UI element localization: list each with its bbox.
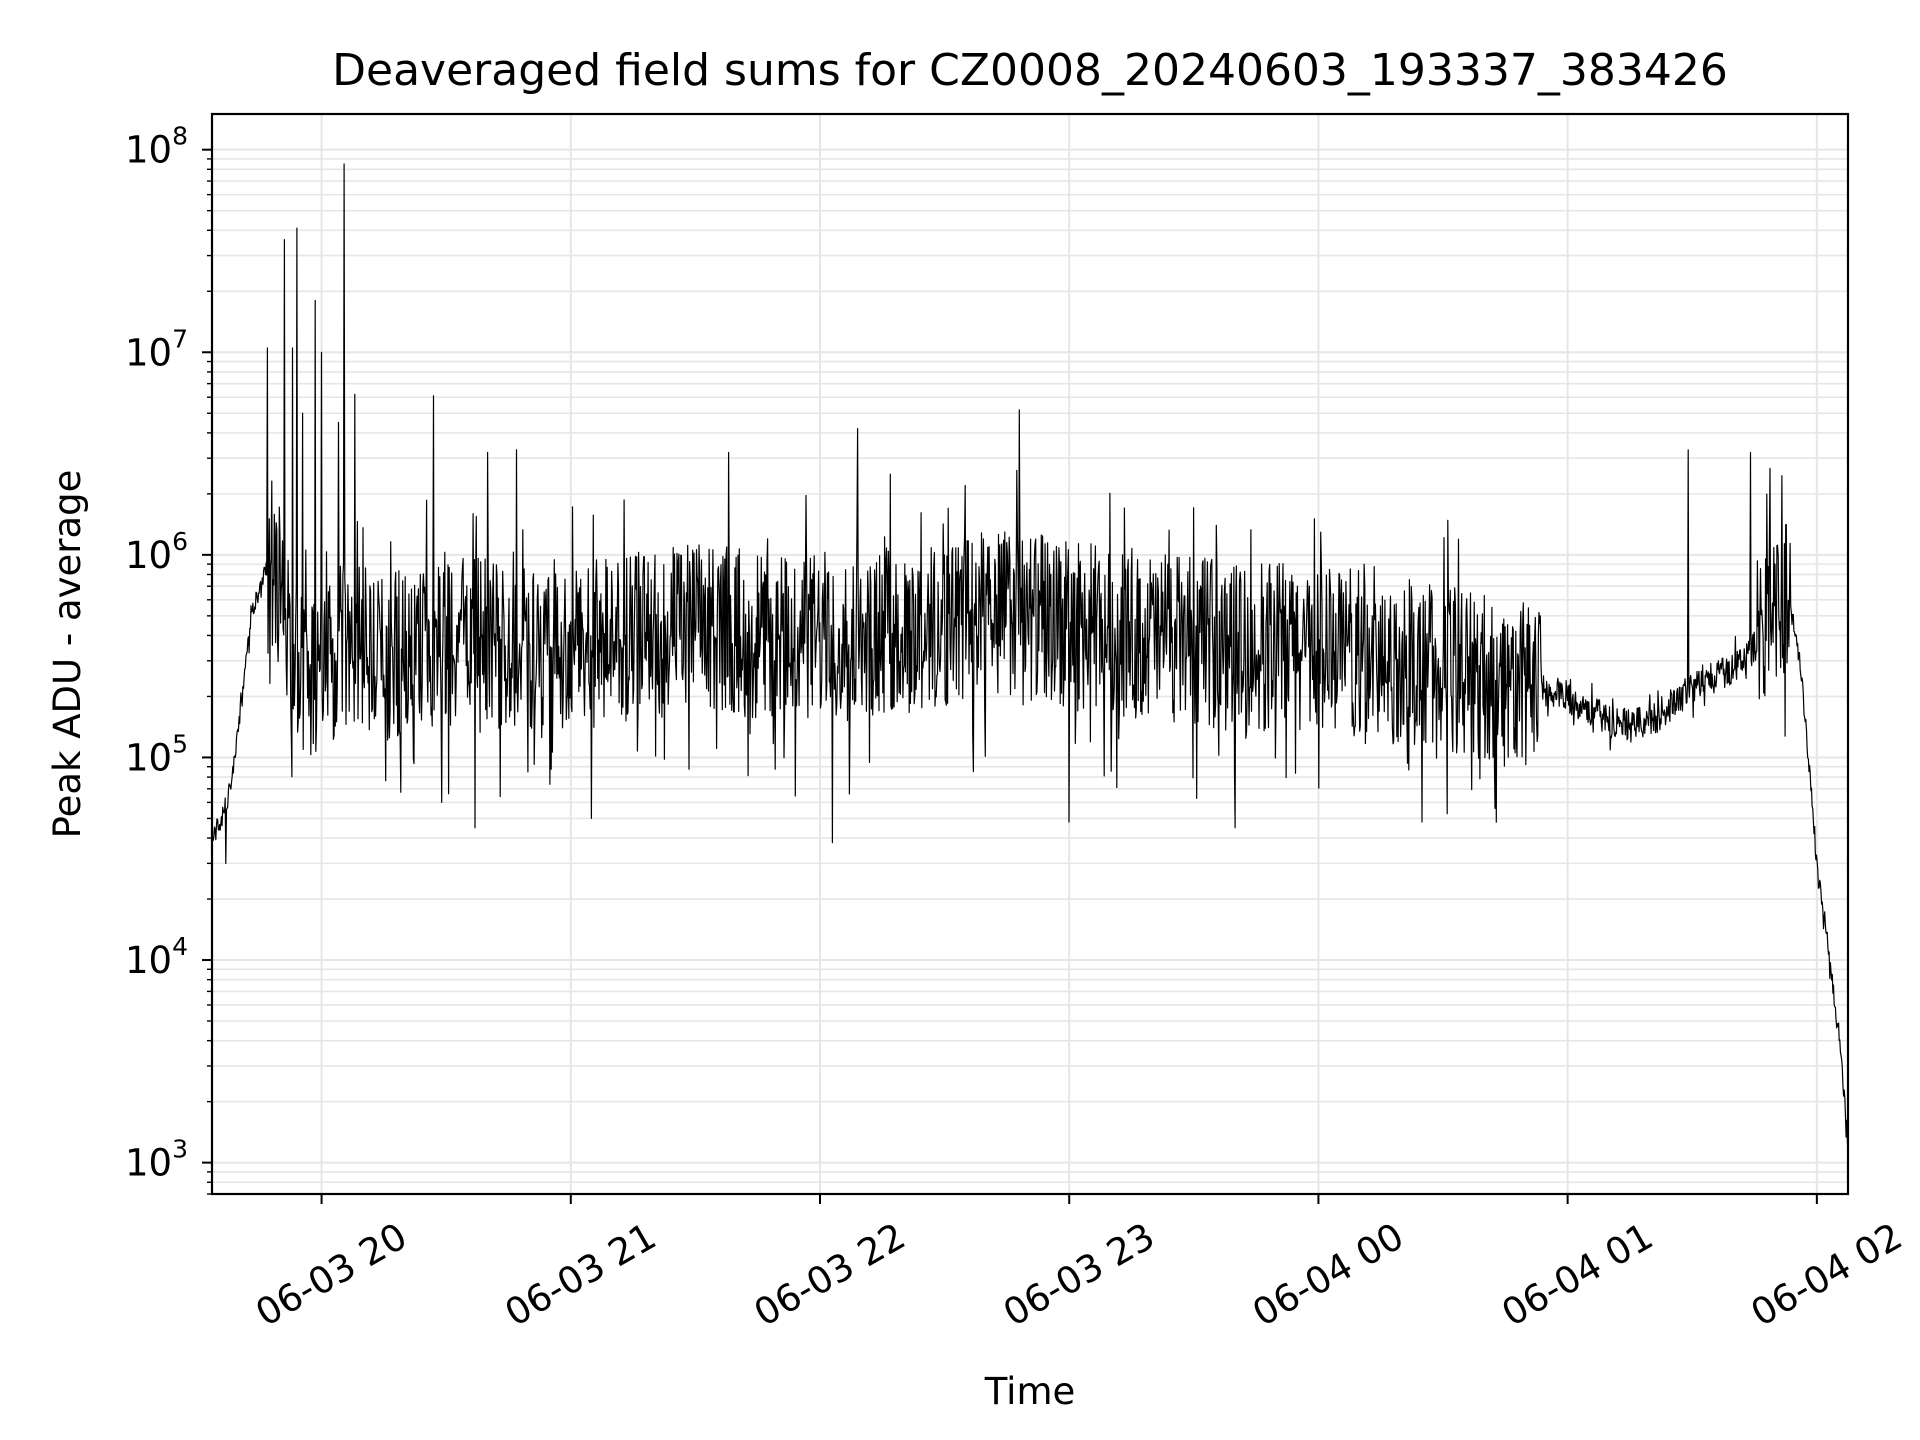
y-tick-base: 10 [125,129,172,172]
y-tick-label: 104 [125,932,188,982]
y-tick-label: 105 [125,729,188,779]
y-tick-exponent: 5 [172,729,188,758]
y-tick-exponent: 8 [172,122,188,151]
y-tick-label: 108 [125,122,188,172]
y-tick-base: 10 [125,1142,172,1185]
chart-title: Deaveraged field sums for CZ0008_2024060… [332,45,1728,96]
y-tick-label: 103 [125,1135,188,1185]
y-tick-exponent: 6 [172,527,188,556]
y-tick-base: 10 [125,534,172,577]
y-tick-label: 107 [125,324,188,374]
y-axis-label: Peak ADU - average [46,470,89,839]
grid [212,114,1848,1195]
series-layer [211,163,1849,1150]
y-tick-exponent: 4 [172,932,188,961]
y-tick-exponent: 3 [172,1135,188,1164]
series-line [211,163,1849,1150]
x-axis-label: Time [984,1370,1076,1413]
y-tick-base: 10 [125,331,172,374]
y-tick-base: 10 [125,939,172,982]
plot-frame [210,112,1850,1196]
y-tick-exponent: 7 [172,324,188,353]
y-tick-base: 10 [125,736,172,779]
y-tick-label: 106 [125,527,188,577]
